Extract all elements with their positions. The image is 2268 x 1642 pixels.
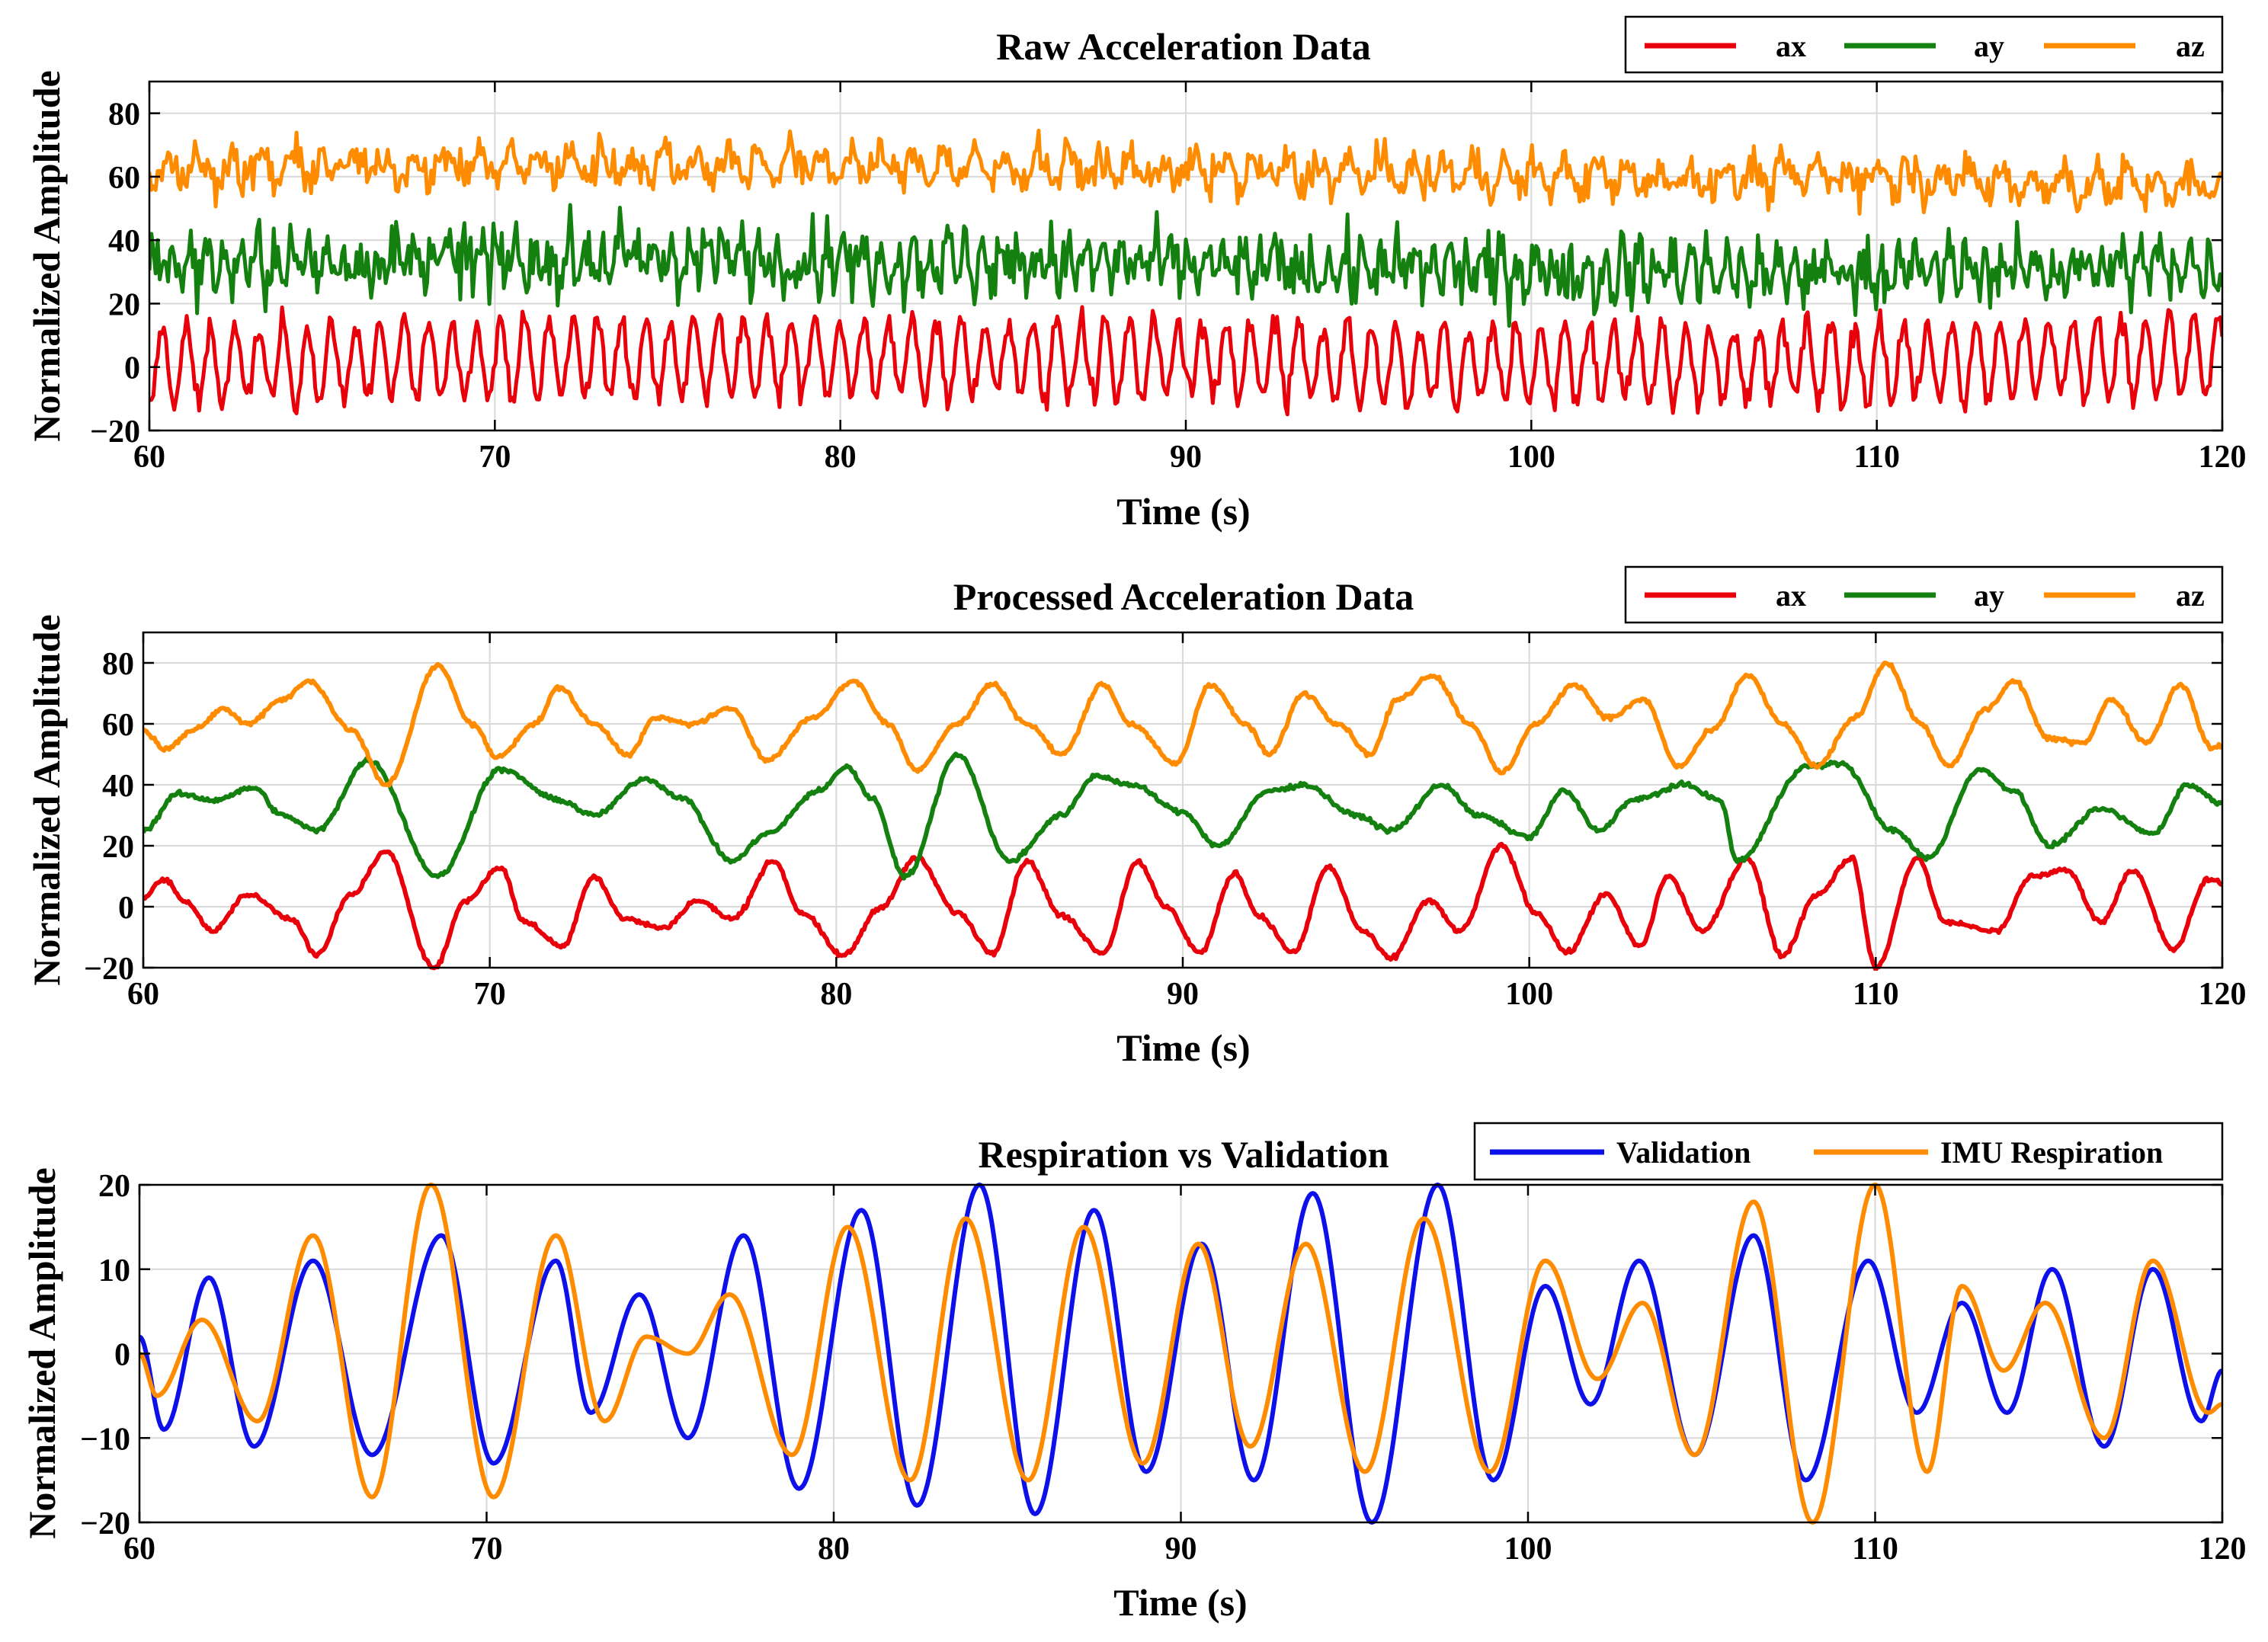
legend: Validation IMU Respiration <box>1473 1122 2224 1181</box>
legend-label-validation: Validation <box>1616 1135 1751 1170</box>
series-line-az <box>149 128 2222 216</box>
x-axis-label: Time (s) <box>1116 490 1250 533</box>
y-tick-label: 80 <box>108 98 140 133</box>
x-tick-label: 60 <box>123 1532 155 1567</box>
x-tick-label: 80 <box>820 977 852 1012</box>
x-tick-label: 100 <box>1507 440 1555 475</box>
y-tick-labels: −20 0 20 40 60 80 <box>84 647 2222 987</box>
y-tick-label: 0 <box>118 891 134 926</box>
x-tick-label: 120 <box>2199 440 2247 475</box>
x-tick-label: 90 <box>1165 1532 1197 1567</box>
respiration-vs-validation-chart: Respiration vs Validation −20 −10 0 10 20 60… <box>21 1122 2247 1624</box>
legend-label-ax: ax <box>1776 29 1806 63</box>
series-lines <box>143 661 2222 971</box>
x-tick-label: 120 <box>2199 977 2247 1012</box>
x-tick-label: 100 <box>1505 977 1553 1012</box>
x-tick-labels: 60 70 80 90 100 110 120 <box>127 632 2247 1012</box>
x-tick-label: 80 <box>818 1532 850 1567</box>
x-tick-label: 100 <box>1504 1532 1552 1567</box>
legend-label-ax: ax <box>1776 578 1806 613</box>
y-tick-label: −10 <box>80 1422 130 1457</box>
legend-label-az: az <box>2176 578 2205 613</box>
y-tick-label: −20 <box>90 415 140 450</box>
x-tick-label: 70 <box>471 1532 503 1567</box>
y-tick-label: 20 <box>108 287 140 322</box>
x-tick-label: 110 <box>1852 1532 1898 1567</box>
series-lines <box>149 128 2222 417</box>
series-line-az <box>143 661 2222 788</box>
x-tick-label: 70 <box>474 977 506 1012</box>
y-tick-label: 20 <box>102 830 134 865</box>
legend-label-imu-respiration: IMU Respiration <box>1940 1135 2163 1170</box>
series-line-ax <box>143 841 2222 971</box>
x-tick-label: 120 <box>2199 1532 2247 1567</box>
y-tick-labels: −20 0 20 40 60 80 <box>90 98 2222 450</box>
x-tick-labels: 60 70 80 90 100 110 120 <box>133 82 2247 475</box>
legend-label-az: az <box>2176 29 2205 63</box>
gridlines <box>139 1184 2223 1523</box>
y-tick-label: 10 <box>98 1253 130 1288</box>
series-line-ay <box>149 203 2222 328</box>
y-tick-label: 20 <box>98 1169 130 1204</box>
y-tick-label: 80 <box>102 647 134 682</box>
x-tick-label: 110 <box>1853 977 1899 1012</box>
x-tick-label: 60 <box>127 977 159 1012</box>
y-axis-label: Normalized Amplitude <box>25 614 68 985</box>
y-tick-label: 60 <box>108 161 140 196</box>
x-tick-label: 110 <box>1853 440 1900 475</box>
x-tick-label: 70 <box>479 440 511 475</box>
chart-title: Processed Acceleration Data <box>953 575 1414 618</box>
x-tick-label: 60 <box>133 440 165 475</box>
x-axis-label: Time (s) <box>1116 1026 1250 1069</box>
raw-acceleration-chart: Raw Acceleration Data −20 0 20 40 60 80 60 70 8… <box>25 15 2247 533</box>
legend: ax ay az <box>1624 565 2224 624</box>
y-tick-label: 0 <box>114 1338 130 1373</box>
series-line-ay <box>143 751 2222 881</box>
x-tick-label: 90 <box>1170 440 1202 475</box>
y-tick-label: −20 <box>80 1506 130 1541</box>
x-tick-labels: 60 70 80 90 100 110 120 <box>123 1185 2247 1567</box>
x-tick-label: 80 <box>825 440 857 475</box>
y-axis-label: Normalized Amplitude <box>25 70 68 441</box>
chart-title: Raw Acceleration Data <box>996 25 1371 68</box>
y-tick-label: −20 <box>84 952 134 987</box>
y-tick-label: 40 <box>102 769 134 804</box>
chart-title: Respiration vs Validation <box>978 1133 1389 1176</box>
series-line-ax <box>149 305 2222 417</box>
y-tick-label: 40 <box>108 224 140 259</box>
y-tick-label: 60 <box>102 708 134 743</box>
x-tick-label: 90 <box>1167 977 1199 1012</box>
legend-label-ay: ay <box>1974 578 2004 613</box>
processed-acceleration-chart: Processed Acceleration Data −20 0 20 40 60 80… <box>25 565 2247 1069</box>
legend-label-ay: ay <box>1974 29 2004 63</box>
x-axis-label: Time (s) <box>1113 1581 1247 1624</box>
series-line-validation <box>139 1183 2222 1525</box>
y-tick-label: 0 <box>124 351 140 386</box>
y-axis-label: Normalized Amplitude <box>21 1167 63 1538</box>
y-tick-labels: −20 −10 0 10 20 <box>80 1169 2222 1541</box>
legend: ax ay az <box>1624 15 2224 74</box>
